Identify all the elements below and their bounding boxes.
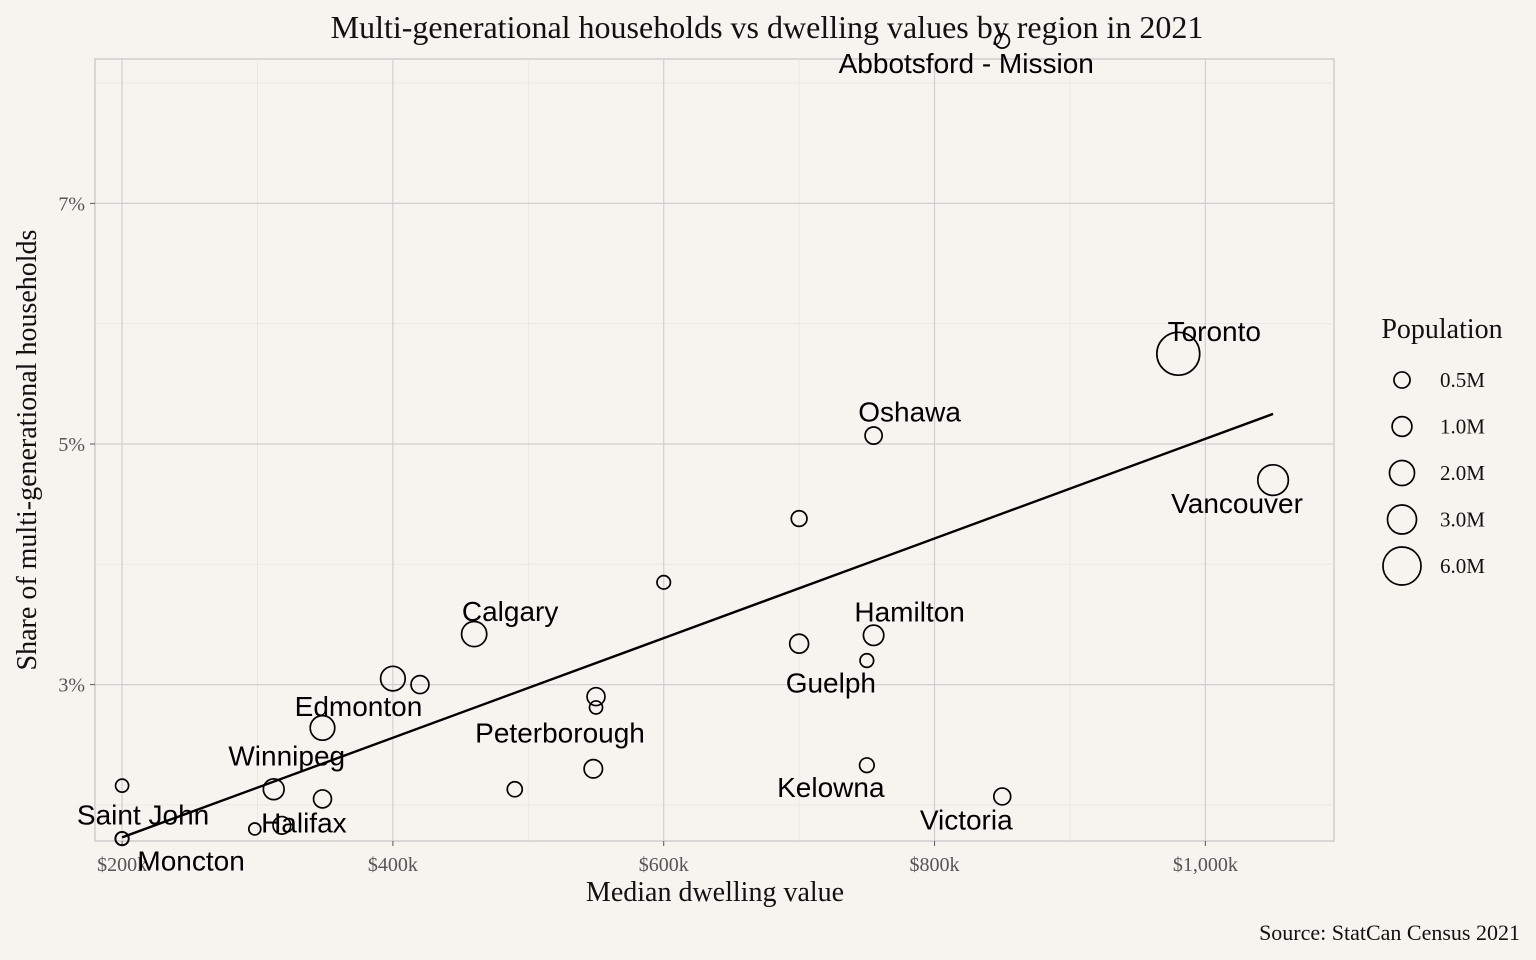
trend-line-segment	[121, 412, 1274, 839]
data-point	[858, 757, 875, 774]
legend-symbol	[1391, 415, 1413, 438]
point-label: Oshawa	[858, 397, 961, 428]
x-tick-label: $400k	[368, 854, 418, 876]
y-axis-label: Share of multi-generational households	[12, 230, 43, 671]
data-point	[992, 787, 1012, 806]
data-point	[1155, 331, 1201, 377]
legend-symbol	[1388, 459, 1416, 487]
data-point	[460, 620, 488, 648]
data-point	[312, 789, 333, 809]
data-point	[247, 822, 262, 836]
data-points	[114, 32, 1290, 847]
x-tick-label: $800k	[910, 854, 960, 876]
point-label: Toronto	[1168, 316, 1261, 347]
x-tick-label: $200k	[97, 854, 147, 876]
point-label: Vancouver	[1171, 488, 1303, 519]
legend-label: 3.0M	[1440, 508, 1485, 532]
y-tick-label: 5%	[58, 434, 85, 456]
legend-label: 2.0M	[1440, 461, 1485, 485]
y-axis-ticks: 3% 5% 7%	[58, 193, 95, 697]
point-label: Winnipeg	[228, 740, 345, 771]
point-labels: Abbotsford - Mission Toronto Vancouver Osha…	[77, 48, 1303, 877]
major-gridlines	[95, 59, 1334, 841]
trend-line	[121, 412, 1274, 839]
point-label: Edmonton	[295, 691, 423, 722]
legend-symbol	[1386, 504, 1418, 535]
x-axis-ticks: $200k $400k $600k $800k $1,000k	[97, 841, 1238, 876]
x-tick-label: $600k	[639, 854, 689, 876]
data-point	[506, 780, 524, 798]
data-point	[114, 778, 130, 794]
data-point	[272, 815, 292, 836]
data-point	[859, 652, 875, 669]
point-label: Guelph	[786, 668, 876, 699]
caption: Source: StatCan Census 2021	[1259, 920, 1520, 945]
data-point	[410, 674, 430, 695]
point-label: Hamilton	[854, 596, 964, 627]
plot-panel	[94, 58, 1335, 842]
data-point	[114, 830, 130, 847]
minor-gridlines	[95, 59, 1334, 841]
y-tick-label: 7%	[58, 193, 85, 215]
y-tick-label: 3%	[58, 675, 85, 697]
point-label: Victoria	[920, 804, 1013, 835]
data-point	[583, 758, 604, 779]
point-label: Kelowna	[777, 772, 885, 803]
legend-label: 6.0M	[1440, 554, 1485, 578]
legend: 0.5M 1.0M 2.0M 3.0M 6.0M	[1382, 368, 1485, 586]
data-point	[790, 509, 808, 528]
point-label: Saint John	[77, 800, 209, 831]
data-point	[588, 700, 604, 715]
x-tick-label: $1,000k	[1173, 854, 1238, 876]
data-point	[864, 426, 883, 445]
data-point	[788, 633, 810, 654]
data-point	[862, 624, 885, 647]
point-label: Calgary	[462, 596, 558, 627]
legend-label: 0.5M	[1440, 368, 1485, 392]
point-label: Abbotsford - Mission	[839, 48, 1094, 79]
point-label: Peterborough	[475, 717, 645, 748]
data-point	[656, 574, 672, 590]
data-point	[262, 778, 285, 801]
data-point	[1256, 463, 1290, 497]
point-label: Moncton	[137, 846, 244, 877]
data-point	[309, 714, 336, 742]
point-label: Halifax	[261, 807, 347, 838]
data-point	[586, 686, 606, 707]
legend-title: Population	[1381, 314, 1502, 345]
data-point	[379, 665, 407, 692]
legend-symbol	[1393, 371, 1411, 389]
data-point	[994, 32, 1011, 49]
legend-symbol	[1382, 546, 1422, 586]
legend-label: 1.0M	[1440, 415, 1485, 439]
x-axis-label: Median dwelling value	[586, 877, 844, 908]
chart-title: Multi-generational households vs dwellin…	[331, 9, 1204, 45]
